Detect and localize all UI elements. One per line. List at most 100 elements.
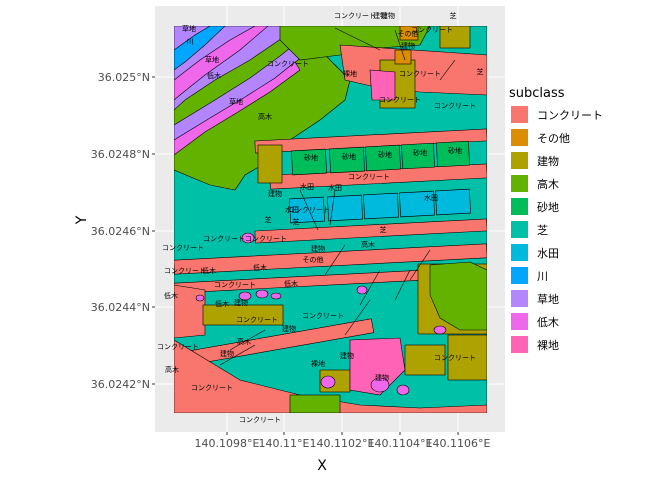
- legend-label: 高木: [537, 177, 559, 191]
- map-label: 芝: [265, 215, 272, 224]
- map-label: コンクリート: [191, 384, 233, 392]
- map-label: その他: [303, 255, 324, 264]
- map-label: 水田: [424, 193, 438, 202]
- polygon-shrub-band: [174, 26, 269, 101]
- legend-key: [511, 106, 528, 123]
- legend-key: [511, 221, 528, 238]
- legend-key: [511, 267, 528, 284]
- legend-label: コンクリート: [537, 109, 603, 122]
- legend-key: [511, 336, 528, 353]
- polygon-tall-trees-south: [289, 394, 341, 413]
- map-label: 砂地: [304, 153, 318, 162]
- legend-key: [511, 129, 528, 146]
- legend-label: 芝: [537, 224, 548, 237]
- x-tick-label: 140.1106°E: [426, 437, 491, 450]
- map-label: 低木: [164, 291, 178, 300]
- map-label: 川: [187, 38, 194, 46]
- polygon-building-8: [447, 334, 487, 381]
- map-label: 建物: [401, 41, 415, 50]
- polygon-building-5: [439, 26, 471, 49]
- map-label: 水田: [285, 205, 299, 214]
- polygon-concrete-south: [174, 339, 487, 413]
- legend-label: 裸地: [537, 338, 559, 352]
- map-label: 低木: [207, 71, 221, 80]
- map-label: 高木: [165, 365, 179, 374]
- y-axis: 36.025°N 36.0248°N 36.0246°N 36.0244°N 3…: [91, 71, 155, 391]
- map-label: 芝: [450, 11, 457, 20]
- map-label: 高木: [258, 112, 272, 121]
- y-tick-label: 36.0244°N: [91, 301, 150, 314]
- legend-label: 砂地: [537, 201, 559, 214]
- paddy-blocks: [289, 188, 471, 224]
- map-label: コンクリート: [245, 235, 287, 243]
- map-label: 裸地: [343, 69, 357, 78]
- sand-blocks: [291, 140, 470, 176]
- map-label: 建物: [234, 298, 248, 307]
- legend-key: [511, 313, 528, 330]
- polygon-other-2: [399, 26, 419, 41]
- map-label: 裸地: [311, 359, 325, 368]
- polygon-bare-2: [369, 69, 396, 101]
- y-tick-label: 36.0248°N: [91, 148, 150, 161]
- legend-label: その他: [537, 132, 570, 145]
- polygon-shrub-band-2: [174, 61, 301, 156]
- legend-label: 川: [537, 270, 548, 283]
- map-label: コンクリート: [267, 60, 309, 68]
- polygon-concrete-west: [174, 284, 206, 339]
- polygon-concrete-strip-3: [254, 218, 487, 244]
- map-label: 低木: [202, 266, 216, 275]
- map-polygons: [174, 26, 487, 413]
- polygon-river: [174, 26, 226, 71]
- map-label: コンクリート: [239, 416, 281, 424]
- map-label: 低木: [284, 279, 298, 288]
- map-label: 芝: [293, 217, 300, 226]
- polygon-tall-trees-east: [429, 261, 487, 331]
- map-label: 草地: [182, 24, 196, 33]
- x-tick-label: 140.1104°E: [368, 437, 433, 450]
- map-label: 草地: [229, 97, 243, 106]
- map-label: 水田: [300, 182, 314, 191]
- map-label: コンクリート: [399, 70, 441, 78]
- map-label: コンクリート: [214, 281, 256, 289]
- label-leaders: [219, 27, 456, 366]
- map-label: コンクリート: [203, 235, 245, 243]
- legend-label: 建物: [537, 154, 559, 168]
- shrub-spots: [195, 232, 447, 396]
- map-label: コンクリート: [411, 26, 453, 34]
- y-tick-label: 36.0242°N: [91, 378, 150, 391]
- x-axis-title: X: [317, 458, 327, 474]
- y-axis-title: Y: [74, 215, 90, 225]
- map-label: 建物: [340, 351, 354, 360]
- map-label: コンクリート: [164, 267, 206, 275]
- map-label: コンクリート: [162, 244, 204, 252]
- x-tick-label: 140.1098°E: [195, 437, 260, 450]
- map-label: コンクリート: [302, 312, 344, 320]
- map-label: 砂地: [342, 152, 356, 161]
- map-label: 建物: [311, 244, 325, 253]
- polygon-building-7: [404, 344, 446, 376]
- legend-key: [511, 175, 528, 192]
- map-label: 砂地: [413, 148, 427, 157]
- map-label: 砂地: [378, 150, 392, 159]
- legend-key: [511, 152, 528, 169]
- map-label: 建物: [373, 11, 387, 20]
- map-label: 芝: [477, 67, 484, 76]
- map-label: 建物: [220, 349, 234, 358]
- y-tick-label: 36.025°N: [98, 71, 150, 84]
- map-label: 高木: [237, 337, 251, 346]
- x-axis: 140.1098°E 140.11°E 140.1102°E 140.1104°…: [195, 432, 491, 450]
- legend-label: 草地: [537, 293, 559, 306]
- polygon-other-1: [394, 49, 412, 65]
- map-label: 建物: [282, 324, 296, 333]
- map-label: コンクリート: [379, 96, 421, 104]
- polygon-building-2: [202, 304, 284, 326]
- map-label: コンクリート: [288, 206, 330, 214]
- legend-key: [511, 198, 528, 215]
- polygon-building-1: [257, 144, 283, 184]
- map-label: コンクリート: [348, 173, 390, 181]
- map-label: 芝: [380, 225, 387, 234]
- legend-label: 低木: [537, 316, 559, 329]
